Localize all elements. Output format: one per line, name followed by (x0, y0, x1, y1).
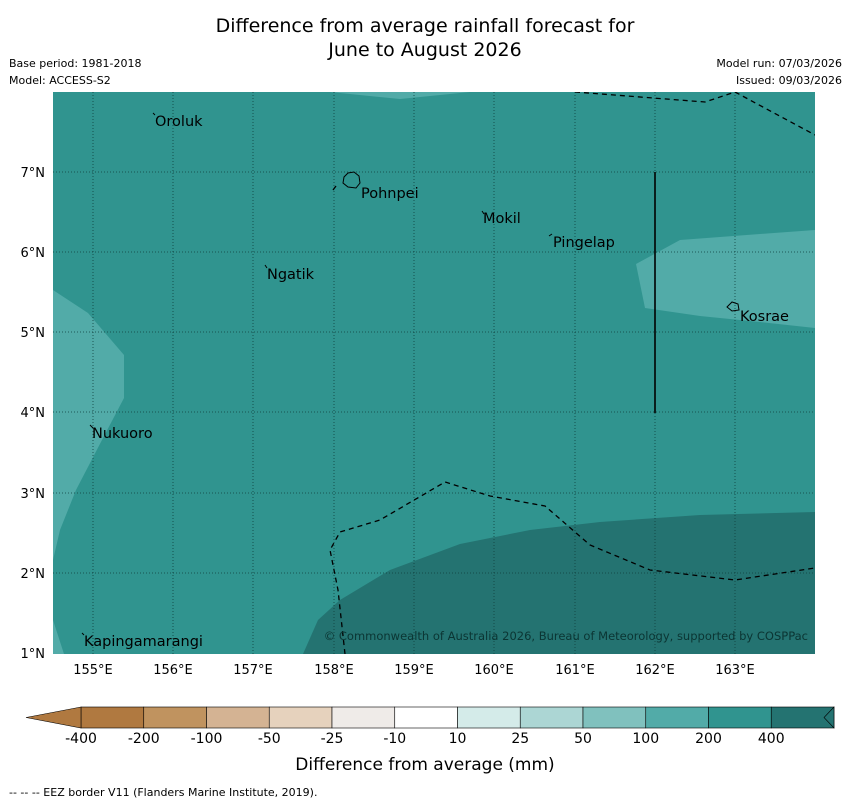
eez-border-pohnpei (332, 185, 337, 191)
colorbar-tick-label: -25 (320, 731, 344, 747)
lighter-region-sw (53, 620, 64, 654)
colorbar-segment (331, 706, 396, 729)
eez-border-north (574, 92, 815, 136)
meta-left: Base period: 1981-2018 Model: ACCESS-S2 (9, 55, 141, 89)
eez-borders (329, 92, 815, 654)
colorbar-tick-label: 10 (448, 731, 467, 747)
colorbar-tick-label: 100 (632, 731, 660, 747)
place-kosrae: Kosrae (740, 309, 789, 325)
lat-label: 4°N (21, 406, 46, 421)
meta-right: Model run: 07/03/2026 Issued: 09/03/2026 (716, 55, 842, 89)
lon-label: 161°E (555, 663, 595, 678)
issued-date: Issued: 09/03/2026 (735, 74, 842, 87)
colorbar-tick-label: -100 (190, 731, 223, 747)
colorbar-tick-label: -200 (127, 731, 160, 747)
colorbar-segment (457, 706, 521, 729)
map-area (53, 92, 815, 654)
lon-label: 156°E (153, 663, 193, 678)
colorbar-extend-high (823, 706, 835, 729)
atoll-marks (81, 112, 553, 636)
colorbar-tick-label: -400 (65, 731, 97, 747)
place-oroluk: Oroluk (155, 114, 203, 130)
lat-label: 1°N (21, 647, 46, 662)
place-ngatik: Ngatik (267, 267, 315, 283)
colorbar-title: Difference from average (mm) (295, 755, 555, 775)
lon-label: 158°E (314, 663, 354, 678)
lon-label: 160°E (474, 663, 514, 678)
place-pingelap: Pingelap (553, 235, 615, 251)
lon-label: 155°E (73, 663, 113, 678)
lat-label: 7°N (21, 166, 46, 181)
place-labels: Oroluk Pohnpei Mokil Pingelap Ngatik Kos… (84, 114, 789, 650)
rainfall-map: Oroluk Pohnpei Mokil Pingelap Ngatik Kos… (21, 92, 815, 678)
colorbar-tick-label: 50 (574, 731, 592, 747)
colorbar-segments (25, 706, 835, 729)
lon-label: 159°E (394, 663, 434, 678)
title-line-2: June to August 2026 (328, 39, 522, 61)
colorbar-tick-label: 200 (695, 731, 722, 747)
model-name: Model: ACCESS-S2 (9, 74, 111, 87)
darker-region-south (303, 512, 815, 654)
place-mokil: Mokil (483, 211, 521, 227)
colorbar-segment (268, 706, 333, 729)
colorbar-segment (143, 706, 207, 729)
latitude-labels: 7°N 6°N 5°N 4°N 3°N 2°N 1°N (21, 166, 46, 662)
colorbar-tick-label: -10 (383, 731, 407, 747)
lighter-region-top (330, 92, 470, 99)
lighter-region-kosrae (636, 230, 815, 328)
colorbar (25, 706, 835, 729)
copyright-text: © Commonwealth of Australia 2026, Bureau… (324, 629, 808, 643)
colorbar-tick-label: 400 (757, 731, 785, 747)
place-nukuoro: Nukuoro (92, 426, 153, 442)
eez-footnote: -- -- -- EEZ border V11 (Flanders Marine… (9, 786, 318, 799)
colorbar-segment (80, 706, 145, 729)
lighter-region-west (53, 290, 124, 560)
place-kapingamarangi: Kapingamarangi (84, 634, 203, 650)
lat-label: 5°N (21, 326, 46, 341)
kosrae-island (726, 301, 740, 312)
colorbar-segment (582, 706, 647, 729)
lon-label: 157°E (233, 663, 273, 678)
title-line-1: Difference from average rainfall forecas… (215, 15, 635, 37)
colorbar-tick-label: 25 (511, 731, 530, 747)
colorbar-tick-label: -50 (257, 731, 281, 747)
lat-label: 3°N (21, 487, 46, 502)
colorbar-segment (394, 706, 458, 729)
lon-label: 163°E (715, 663, 755, 678)
colorbar-extend-low (25, 706, 82, 729)
colorbar-segment (645, 706, 709, 729)
colorbar-segment (708, 706, 772, 729)
colorbar-segment (519, 706, 584, 729)
model-run: Model run: 07/03/2026 (716, 57, 842, 70)
longitude-labels: 155°E 156°E 157°E 158°E 159°E 160°E 161°… (73, 663, 755, 678)
lat-label: 2°N (21, 567, 46, 582)
lat-label: 6°N (21, 246, 46, 261)
place-pohnpei: Pohnpei (361, 186, 419, 202)
pohnpei-island (342, 171, 361, 189)
map-title: Difference from average rainfall forecas… (0, 14, 850, 62)
base-period: Base period: 1981-2018 (9, 57, 142, 70)
colorbar-segment (206, 706, 270, 729)
lon-label: 162°E (635, 663, 675, 678)
